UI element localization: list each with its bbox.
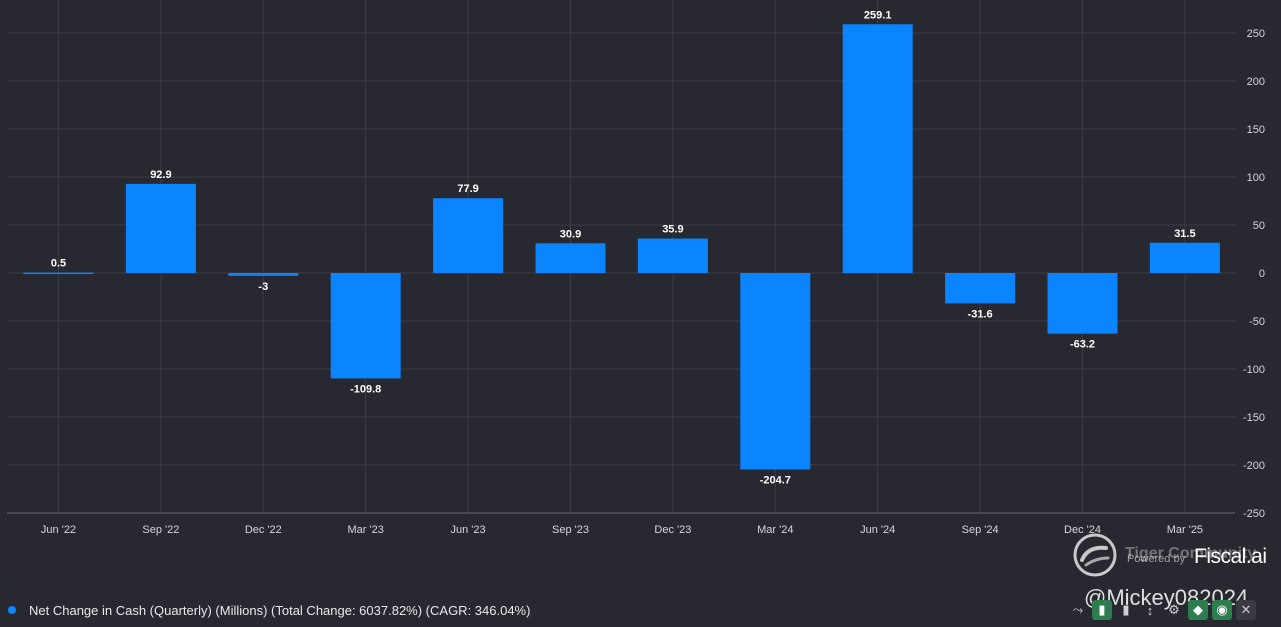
tag-icon[interactable]: ◆ [1188, 600, 1208, 620]
y-tick-label: -250 [1243, 508, 1265, 520]
x-tick-label: Sep '23 [552, 524, 589, 536]
data-label: 77.9 [457, 183, 478, 195]
y-axis-ticks: 250 200 150 100 50 0 -50 -100 -150 -200 -250 [1243, 28, 1265, 520]
fiscal-ai-brand: Fiscal.ai [1194, 545, 1267, 568]
y-tick-label: 250 [1247, 28, 1265, 40]
bar[interactable] [330, 273, 401, 379]
bar[interactable] [842, 24, 913, 273]
data-label: -3 [258, 281, 268, 293]
close-icon[interactable]: ✕ [1236, 600, 1256, 620]
x-tick-label: Sep '24 [962, 524, 999, 536]
bar[interactable] [740, 273, 811, 470]
tiger-community-watermark: Tiger Community [1125, 545, 1257, 562]
x-tick-label: Mar '23 [348, 524, 384, 536]
y-tick-label: 50 [1253, 220, 1265, 232]
visibility-icon[interactable]: ◉ [1212, 600, 1232, 620]
data-label: 30.9 [560, 228, 581, 240]
x-axis-ticks: Jun '22 Sep '22 Dec '22 Mar '23 Jun '23 Sep '… [41, 524, 1203, 536]
x-tick-label: Jun '22 [41, 524, 76, 536]
data-label: 92.9 [150, 169, 171, 181]
data-labels: 0.5 92.9 -3 -109.8 77.9 30.9 35.9 -204.7 259.1 -3… [51, 9, 1196, 486]
x-tick-label: Mar '24 [757, 524, 793, 536]
x-tick-label: Sep '22 [142, 524, 179, 536]
x-tick-label: Dec '24 [1064, 524, 1101, 536]
x-tick-label: Dec '22 [245, 524, 282, 536]
x-tick-label: Jun '24 [860, 524, 895, 536]
chart-toolbar: ⤳ ▮ ▮ ↕ ⚙ ◆ ◉ ✕ [1068, 599, 1256, 621]
data-label: -31.6 [968, 308, 993, 320]
y-tick-label: -200 [1243, 460, 1265, 472]
y-tick-label: -100 [1243, 364, 1265, 376]
bar[interactable] [1149, 242, 1220, 273]
x-tick-label: Jun '23 [451, 524, 486, 536]
data-label: -109.8 [350, 383, 381, 395]
legend[interactable]: Net Change in Cash (Quarterly) (Millions… [8, 602, 530, 618]
legend-label: Net Change in Cash (Quarterly) (Millions… [29, 602, 531, 618]
bar[interactable] [23, 272, 94, 275]
powered-by-label: Powered by [1127, 553, 1186, 565]
bar[interactable] [433, 198, 504, 273]
x-tick-label: Dec '23 [654, 524, 691, 536]
y-tick-label: -150 [1243, 412, 1265, 424]
bars [23, 24, 1220, 470]
y-tick-label: 200 [1247, 76, 1265, 88]
data-label: -63.2 [1070, 339, 1095, 351]
data-label: 35.9 [662, 224, 683, 236]
bar[interactable] [125, 183, 196, 273]
y-tick-label: 0 [1259, 268, 1265, 280]
sort-icon[interactable]: ↕ [1146, 602, 1154, 618]
trend-line-icon[interactable]: ⤳ [1072, 602, 1084, 617]
bar[interactable] [945, 273, 1016, 304]
bar[interactable] [1047, 273, 1118, 334]
legend-dot-icon [8, 606, 16, 614]
data-label: 259.1 [864, 9, 892, 21]
tiger-logo-icon [1073, 533, 1117, 577]
y-tick-label: 100 [1247, 172, 1265, 184]
data-label: 0.5 [51, 258, 66, 270]
bar[interactable] [535, 243, 606, 273]
bar-chart-alt-icon[interactable]: ▮ [1122, 602, 1130, 617]
x-tick-label: Mar '25 [1167, 524, 1203, 536]
bar-chart-icon[interactable]: ▮ [1092, 600, 1112, 620]
bar[interactable] [228, 273, 299, 276]
y-tick-label: -50 [1249, 316, 1265, 328]
bar[interactable] [637, 238, 708, 273]
data-label: 31.5 [1174, 228, 1195, 240]
y-tick-label: 150 [1247, 124, 1265, 136]
settings-icon[interactable]: ⚙ [1168, 602, 1180, 617]
data-label: -204.7 [760, 475, 791, 487]
